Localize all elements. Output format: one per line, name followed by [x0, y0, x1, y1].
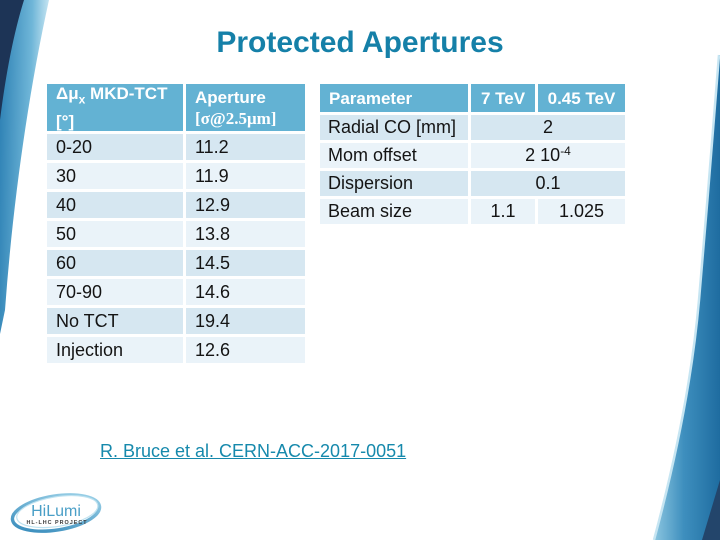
- parameter-table: Parameter 7 TeV 0.45 TeV Radial CO [mm] …: [320, 84, 625, 224]
- left-table-label-cell: 70-90: [47, 279, 183, 305]
- mkd-tct-aperture-table: Δμx MKD-TCT [°] Aperture [σ@2.5μm] 0-20 …: [47, 84, 305, 363]
- right-table-header-parameter: Parameter: [320, 84, 468, 112]
- right-table-header-7tev: 7 TeV: [471, 84, 535, 112]
- param-cell: Beam size: [320, 199, 468, 224]
- merged-value-cell: 2 10-4: [471, 143, 625, 168]
- hilumi-logo: HiLumi HL-LHC PROJECT: [10, 493, 102, 533]
- left-table-label-cell: 40: [47, 192, 183, 218]
- superscript-exponent: -4: [560, 144, 571, 158]
- left-table-value-cell: 14.6: [186, 279, 305, 305]
- left-table-value-cell: 12.6: [186, 337, 305, 363]
- left-table-label-cell: 60: [47, 250, 183, 276]
- left-table-header-phase: Δμx MKD-TCT [°]: [47, 84, 183, 131]
- right-swoosh-decoration: [652, 54, 720, 540]
- left-table-value-cell: 11.2: [186, 134, 305, 160]
- param-cell: Mom offset: [320, 143, 468, 168]
- page-title: Protected Apertures: [216, 26, 504, 59]
- right-table-header-045tev: 0.45 TeV: [538, 84, 625, 112]
- left-table-header-aperture: Aperture [σ@2.5μm]: [186, 84, 305, 131]
- param-cell: Dispersion: [320, 171, 468, 196]
- value-cell-7tev: 1.1: [471, 199, 535, 224]
- left-table-label-cell: 0-20: [47, 134, 183, 160]
- left-table-label-cell: 50: [47, 221, 183, 247]
- left-table-label-cell: Injection: [47, 337, 183, 363]
- left-table-label-cell: 30: [47, 163, 183, 189]
- left-table-value-cell: 11.9: [186, 163, 305, 189]
- left-table-value-cell: 19.4: [186, 308, 305, 334]
- citation-link[interactable]: R. Bruce et al. CERN-ACC-2017-0051: [100, 441, 407, 461]
- param-cell: Radial CO [mm]: [320, 115, 468, 140]
- left-table-value-cell: 13.8: [186, 221, 305, 247]
- merged-value-cell: 0.1: [471, 171, 625, 196]
- hilumi-logo-subtitle: HL-LHC PROJECT: [26, 520, 87, 526]
- hilumi-logo-text: HiLumi: [31, 503, 81, 520]
- header-aperture-line1: Aperture: [195, 87, 266, 107]
- header-phase-line2: [°]: [56, 111, 75, 131]
- header-aperture-line2: [σ@2.5μm]: [195, 108, 277, 128]
- value-cell-045tev: 1.025: [538, 199, 625, 224]
- left-table-label-cell: No TCT: [47, 308, 183, 334]
- merged-value-cell: 2: [471, 115, 625, 140]
- left-table-value-cell: 12.9: [186, 192, 305, 218]
- header-phase-line1: Δμx MKD-TCT: [56, 84, 168, 107]
- left-table-value-cell: 14.5: [186, 250, 305, 276]
